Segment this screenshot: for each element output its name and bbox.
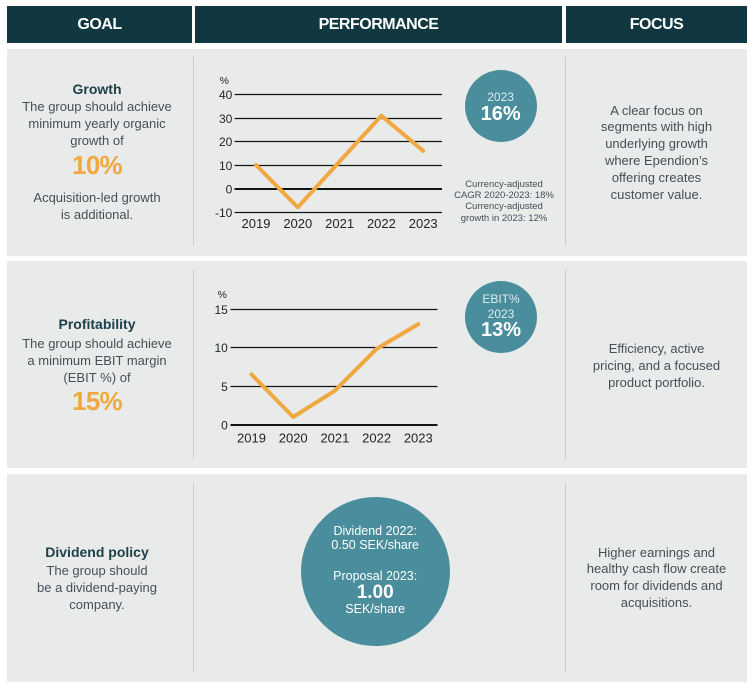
svg-text:2023: 2023 [409, 216, 438, 231]
svg-text:15: 15 [214, 303, 228, 317]
svg-text:%: % [220, 75, 229, 87]
svg-text:0: 0 [221, 418, 228, 432]
svg-text:%: % [218, 289, 227, 301]
svg-text:2019: 2019 [237, 431, 266, 446]
svg-text:2023: 2023 [404, 431, 433, 446]
svg-text:2019: 2019 [242, 216, 271, 231]
svg-text:5: 5 [221, 380, 228, 394]
svg-text:0: 0 [226, 182, 233, 196]
svg-text:2020: 2020 [279, 431, 308, 446]
svg-text:2020: 2020 [283, 216, 312, 231]
svg-text:10: 10 [214, 341, 228, 355]
svg-text:2022: 2022 [362, 431, 391, 446]
svg-text:-10: -10 [215, 206, 233, 220]
svg-text:30: 30 [219, 112, 233, 126]
svg-text:20: 20 [219, 135, 233, 149]
svg-text:10: 10 [219, 159, 233, 173]
svg-text:40: 40 [219, 88, 233, 102]
svg-text:2022: 2022 [367, 216, 396, 231]
svg-text:2021: 2021 [320, 431, 349, 446]
svg-text:2021: 2021 [325, 216, 354, 231]
